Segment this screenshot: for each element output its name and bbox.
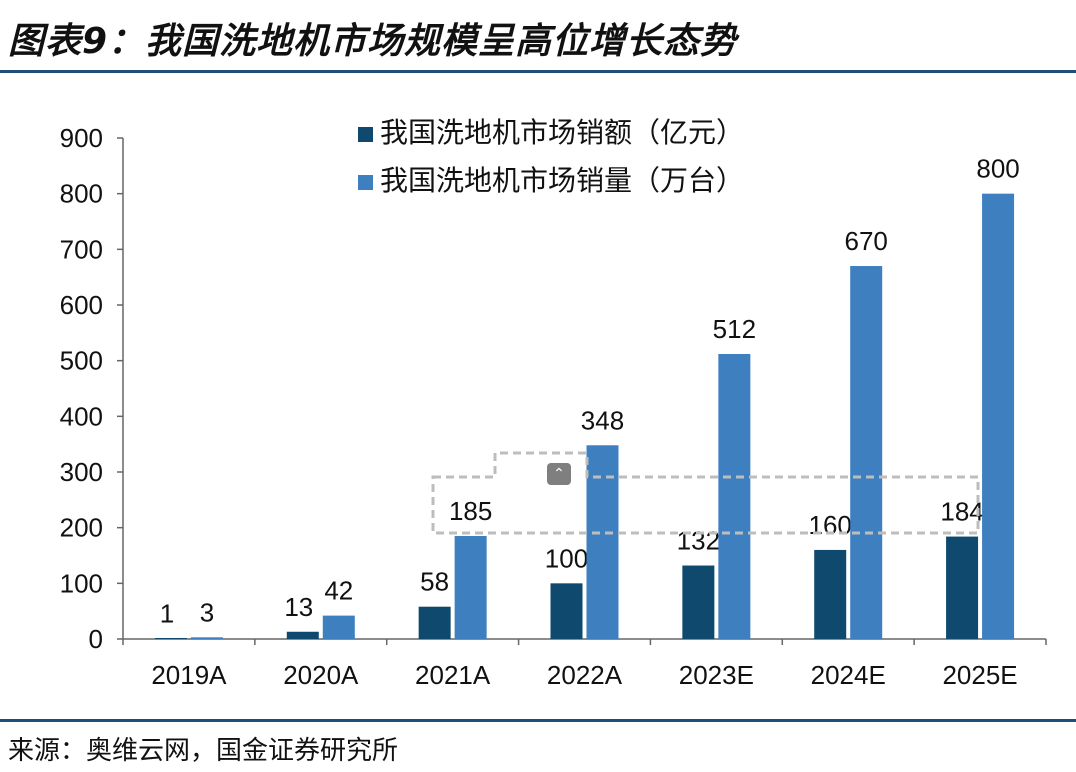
legend-label: 我国洗地机市场销额（亿元） <box>380 117 744 148</box>
data-label: 100 <box>545 543 588 573</box>
bar-chart: 0 100 200 300 400 500 600 700 800 900 1 3 2019A 13 42 2… <box>60 117 1047 690</box>
data-label: 42 <box>324 576 353 606</box>
y-tick-label: 600 <box>60 290 103 320</box>
footer-divider <box>0 719 1076 722</box>
y-tick-label: 700 <box>60 234 103 264</box>
bar-sales-volume <box>718 353 751 639</box>
bar-sales-volume <box>454 536 487 639</box>
bar-sales-value <box>946 536 979 639</box>
data-label: 3 <box>200 597 214 627</box>
bar-sales-volume <box>586 445 619 639</box>
x-tick-label: 2022A <box>547 660 623 690</box>
source-note: 来源：奥维云网，国金证券研究所 <box>8 736 399 766</box>
bar-sales-volume <box>322 615 355 639</box>
y-tick-label: 100 <box>60 568 103 598</box>
bar-sales-value <box>550 583 583 639</box>
bar-sales-volume <box>982 193 1015 639</box>
bar-sales-volume <box>850 266 883 639</box>
chart-title: 图表9：我国洗地机市场规模呈高位增长态势 <box>8 21 738 62</box>
x-tick-label: 2020A <box>283 660 359 690</box>
bar-sales-value <box>682 565 715 639</box>
data-label: 670 <box>845 226 888 256</box>
bar-sales-value <box>814 549 847 639</box>
data-label: 58 <box>420 567 449 597</box>
x-tick-label: 2024E <box>811 660 886 690</box>
legend-label: 我国洗地机市场销量（万台） <box>380 165 744 196</box>
bar-sales-value <box>154 638 187 639</box>
x-tick-label: 2021A <box>415 660 491 690</box>
x-tick-label: 2023E <box>679 660 754 690</box>
data-label: 512 <box>713 314 756 344</box>
y-tick-label: 500 <box>60 346 103 376</box>
data-label: 800 <box>976 154 1019 184</box>
x-tick-label: 2025E <box>942 660 1017 690</box>
data-label: 132 <box>677 526 720 556</box>
collapse-chevron-icon[interactable]: ⌃ <box>547 463 571 485</box>
title-row: 图表9：我国洗地机市场规模呈高位增长态势 <box>0 0 1076 70</box>
data-label: 185 <box>449 496 492 526</box>
y-tick-label: 200 <box>60 513 103 543</box>
data-label: 348 <box>581 405 624 435</box>
bar-sales-volume <box>190 637 223 639</box>
data-label: 13 <box>284 592 313 622</box>
bar-sales-value <box>286 631 319 639</box>
y-tick-label: 300 <box>60 457 103 487</box>
y-tick-label: 400 <box>60 401 103 431</box>
title-divider <box>0 70 1076 73</box>
chart-area: 0 100 200 300 400 500 600 700 800 900 1 3 2019A 13 42 2… <box>0 73 1076 718</box>
bar-sales-value <box>418 606 451 639</box>
x-tick-label: 2019A <box>151 660 227 690</box>
data-label: 1 <box>160 598 174 628</box>
legend-swatch <box>358 175 373 190</box>
legend-swatch <box>358 127 373 142</box>
y-tick-label: 900 <box>60 123 103 153</box>
selection-overlay <box>431 451 980 535</box>
y-tick-label: 0 <box>89 624 103 654</box>
y-tick-label: 800 <box>60 179 103 209</box>
data-label: 160 <box>809 510 852 540</box>
